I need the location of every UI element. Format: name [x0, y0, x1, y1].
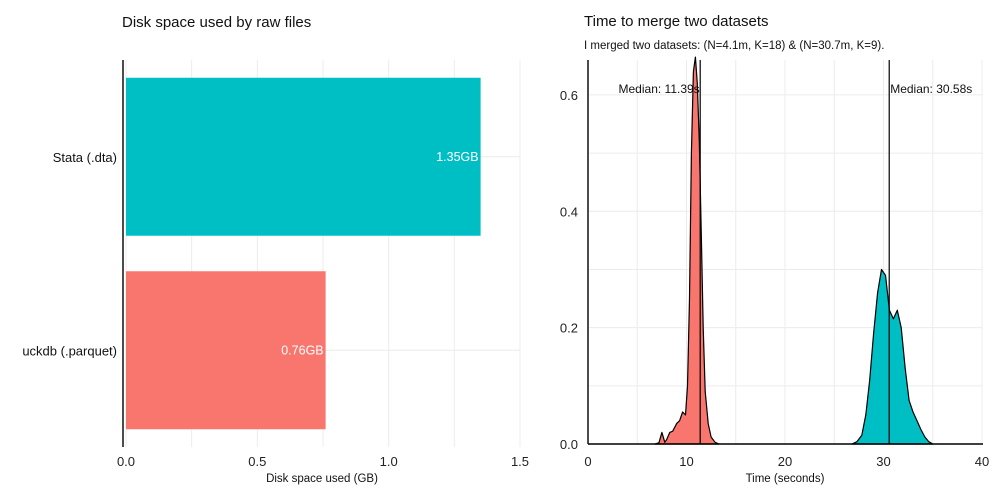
chart-title: Disk space used by raw files	[122, 14, 311, 31]
bar	[126, 78, 481, 236]
x-tick-label: 1.5	[511, 454, 529, 469]
y-tick-label: 0.6	[560, 88, 578, 103]
disk-space-chart: Disk space used by raw files 1.35GB 0.76G…	[22, 14, 529, 485]
x-tick-labels: 0.0 0.5 1.0 1.5	[117, 454, 529, 469]
x-axis-label: Time (seconds)	[746, 473, 825, 485]
category-labels: Stata (.dta) uckdb (.parquet)	[22, 150, 117, 359]
median-lines: Median: 11.39s Median: 30.58s	[619, 60, 973, 444]
gridlines	[588, 60, 982, 444]
y-tick-label: 0.4	[560, 204, 578, 219]
x-tick-label: 40	[975, 454, 989, 469]
merge-time-chart: Time to merge two datasets I merged two …	[560, 13, 989, 485]
bar-value-label: 0.76GB	[281, 343, 323, 357]
bar-value-label: 1.35GB	[436, 150, 478, 164]
x-tick-label: 10	[679, 454, 693, 469]
bars: 1.35GB 0.76GB	[126, 78, 481, 430]
x-tick-label: 0	[584, 454, 591, 469]
median-label: Median: 30.58s	[890, 82, 972, 96]
chart-title: Time to merge two datasets	[584, 13, 769, 30]
x-tick-label: 20	[778, 454, 792, 469]
x-tick-label: 1.0	[380, 454, 398, 469]
x-tick-label: 0.5	[248, 454, 266, 469]
y-tick-label: 0.0	[560, 437, 578, 452]
median-label: Median: 11.39s	[619, 82, 700, 96]
x-tick-label: 30	[876, 454, 890, 469]
x-axis-label: Disk space used (GB)	[266, 473, 378, 485]
y-tick-label: 0.2	[560, 321, 578, 336]
density-area	[852, 270, 933, 445]
chart-canvas: Disk space used by raw files 1.35GB 0.76G…	[0, 0, 1000, 500]
chart-subtitle: I merged two datasets: (N=4.1m, K=18) & …	[584, 40, 884, 52]
x-tick-label: 0.0	[117, 454, 135, 469]
category-label: uckdb (.parquet)	[22, 343, 117, 358]
category-label: Stata (.dta)	[53, 150, 117, 165]
x-tick-labels: 0 10 20 30 40	[584, 454, 989, 469]
y-tick-labels: 0.0 0.2 0.4 0.6	[560, 88, 578, 452]
